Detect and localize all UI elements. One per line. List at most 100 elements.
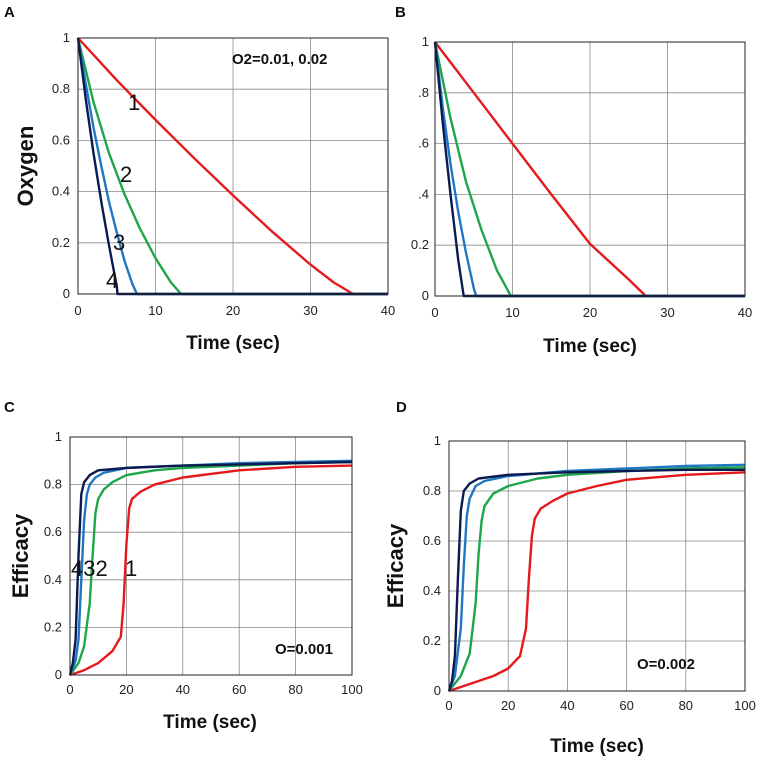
y-tick-label: 0 bbox=[55, 667, 62, 682]
y-tick-label: 0.6 bbox=[423, 533, 441, 548]
y-tick-label: 0.2 bbox=[411, 237, 429, 252]
x-tick-label: 40 bbox=[738, 305, 752, 320]
series-line-3 bbox=[447, 463, 746, 692]
y-tick-label: 0.8 bbox=[44, 477, 62, 492]
y-tick-label: 1 bbox=[422, 34, 429, 49]
x-tick-label: 20 bbox=[501, 698, 515, 713]
x-ticks: 0 20 40 60 80 100 bbox=[445, 698, 755, 713]
x-axis-label: Time (sec) bbox=[543, 336, 637, 357]
y-tick-label: 0.2 bbox=[52, 235, 70, 250]
grid bbox=[70, 437, 352, 675]
x-tick-label: 0 bbox=[66, 682, 73, 697]
plot-frame bbox=[448, 440, 746, 692]
x-tick-label: 100 bbox=[341, 682, 363, 697]
y-ticks: 0 0.2 0.4 0.6 0.8 1 bbox=[44, 429, 62, 682]
x-axis-label: Time (sec) bbox=[186, 333, 280, 354]
y-axis-label: Efficacy bbox=[383, 523, 408, 608]
panel-d: D 0 20 40 60 80 100 0 0.2 0.4 0.6 0.8 1 Time (sec)… bbox=[383, 399, 756, 757]
series-line-2 bbox=[69, 460, 353, 676]
y-tick-label: 0.4 bbox=[52, 184, 70, 199]
y-tick-label: 1 bbox=[63, 30, 70, 45]
y-tick-label: 0.2 bbox=[44, 619, 62, 634]
x-tick-label: 20 bbox=[119, 682, 133, 697]
x-tick-label: 40 bbox=[176, 682, 190, 697]
x-tick-label: 100 bbox=[734, 698, 756, 713]
y-tick-label: .6 bbox=[418, 136, 429, 151]
series-line-4 bbox=[447, 468, 745, 692]
x-tick-label: 10 bbox=[505, 305, 519, 320]
x-tick-label: 80 bbox=[679, 698, 693, 713]
grid bbox=[78, 38, 388, 294]
annotation: O=0.002 bbox=[637, 656, 695, 673]
series-group bbox=[76, 37, 388, 296]
series-line-2 bbox=[76, 37, 388, 296]
series-line-2 bbox=[448, 466, 746, 692]
series-line-1 bbox=[434, 41, 745, 298]
y-axis-label: Oxygen bbox=[13, 126, 38, 207]
x-axis-label: Time (sec) bbox=[163, 712, 257, 733]
curve-label-3: 3 bbox=[113, 230, 125, 255]
series-line-4 bbox=[68, 460, 353, 676]
plot-frame bbox=[434, 41, 746, 297]
panel-letter: C bbox=[4, 399, 15, 416]
x-ticks: 0 20 40 60 80 100 bbox=[66, 682, 362, 697]
y-tick-label: 0 bbox=[63, 286, 70, 301]
x-tick-label: 10 bbox=[148, 303, 162, 318]
series-group bbox=[68, 459, 353, 677]
y-tick-label: 0 bbox=[434, 683, 441, 698]
panel-letter: A bbox=[4, 4, 15, 21]
curve-label-1: 1 bbox=[128, 90, 140, 115]
grid bbox=[435, 42, 745, 296]
curve-label-1: 1 bbox=[125, 556, 137, 581]
x-ticks: 0 10 20 30 40 bbox=[431, 305, 752, 320]
x-tick-label: 80 bbox=[288, 682, 302, 697]
y-tick-label: 0.2 bbox=[423, 633, 441, 648]
x-tick-label: 40 bbox=[560, 698, 574, 713]
curve-label-432: 432 bbox=[71, 556, 108, 581]
series-line-1 bbox=[77, 37, 388, 296]
y-tick-label: 0 bbox=[422, 288, 429, 303]
y-ticks: 0 0.2 0.4 0.6 0.8 1 bbox=[423, 433, 441, 698]
x-tick-label: 60 bbox=[232, 682, 246, 697]
x-tick-label: 40 bbox=[381, 303, 395, 318]
y-tick-label: 0.4 bbox=[423, 583, 441, 598]
series-line-4 bbox=[76, 37, 388, 296]
x-tick-label: 60 bbox=[619, 698, 633, 713]
plot-frame bbox=[77, 37, 389, 295]
plot-frame bbox=[69, 436, 353, 676]
y-tick-label: 1 bbox=[55, 429, 62, 444]
annotation: O2=0.01, 0.02 bbox=[232, 51, 328, 68]
y-tick-label: .4 bbox=[418, 186, 429, 201]
y-tick-label: 0.8 bbox=[423, 483, 441, 498]
series-line-1 bbox=[448, 471, 746, 693]
series-line-1 bbox=[69, 464, 353, 677]
y-tick-label: 0.6 bbox=[44, 524, 62, 539]
panel-b: B 0 10 20 30 40 0 0.2 .4 .6 .8 1 Time (sec) bbox=[395, 4, 752, 357]
x-tick-label: 20 bbox=[226, 303, 240, 318]
panel-a: A 0 10 20 30 40 0 0.2 0.4 0.6 0.8 1 Time (sec) Ox… bbox=[4, 4, 395, 354]
series-line-3 bbox=[433, 41, 745, 298]
x-tick-label: 0 bbox=[445, 698, 452, 713]
y-tick-label: .8 bbox=[418, 85, 429, 100]
x-tick-label: 20 bbox=[583, 305, 597, 320]
y-tick-label: 0.8 bbox=[52, 81, 70, 96]
curve-label-4: 4 bbox=[106, 268, 118, 293]
x-tick-label: 30 bbox=[303, 303, 317, 318]
x-tick-label: 0 bbox=[431, 305, 438, 320]
y-tick-label: 1 bbox=[434, 433, 441, 448]
curve-label-2: 2 bbox=[120, 162, 132, 187]
panel-c: C 0 20 40 60 80 100 0 0.2 0.4 0.6 0.8 1 Time (sec)… bbox=[4, 399, 363, 733]
panel-letter: B bbox=[395, 4, 406, 21]
y-tick-label: 0.6 bbox=[52, 132, 70, 147]
y-ticks: 0 0.2 .4 .6 .8 1 bbox=[411, 34, 429, 303]
series-line-3 bbox=[76, 37, 388, 296]
annotation: O=0.001 bbox=[275, 641, 333, 658]
y-ticks: 0 0.2 0.4 0.6 0.8 1 bbox=[52, 30, 70, 301]
x-axis-label: Time (sec) bbox=[550, 736, 644, 757]
y-tick-label: 0.4 bbox=[44, 572, 62, 587]
x-tick-label: 30 bbox=[660, 305, 674, 320]
panel-letter: D bbox=[396, 399, 407, 416]
x-tick-label: 0 bbox=[74, 303, 81, 318]
x-ticks: 0 10 20 30 40 bbox=[74, 303, 395, 318]
